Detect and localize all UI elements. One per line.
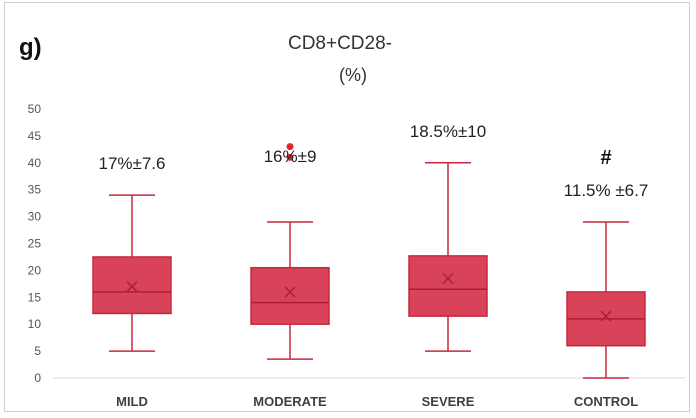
y-tick-label: 45 [28, 129, 42, 143]
box-severe [408, 162, 488, 352]
mean-marker [600, 310, 612, 322]
y-axis: 0 5 10 15 20 25 30 35 40 45 50 [28, 102, 685, 385]
y-tick-label: 35 [28, 183, 42, 197]
annotations: MILD 17%±7.6 MODERATE 16%±9 SEVERE 18.5%±10 CO… [99, 122, 649, 409]
y-tick-label: 25 [28, 237, 42, 251]
stat-annotation: 18.5%±10 [410, 122, 486, 141]
mean-marker [442, 272, 454, 285]
y-tick-label: 15 [28, 290, 42, 304]
y-tick-label: 10 [28, 317, 42, 331]
stat-annotation: 16%±9 [264, 147, 317, 166]
mean-marker [284, 286, 296, 298]
panel-label: g) [19, 34, 42, 61]
iqr-box [408, 255, 488, 317]
outlier-point [286, 153, 294, 161]
y-tick-label: 5 [34, 344, 41, 358]
iqr-box [250, 266, 330, 325]
plot-area [92, 143, 646, 379]
outlier-point [286, 143, 294, 151]
iqr-box [92, 256, 172, 315]
y-tick-label: 40 [28, 156, 42, 170]
y-tick-label: 20 [28, 263, 42, 277]
stat-annotation: 11.5% ±6.7 [564, 181, 649, 200]
y-tick-label: 30 [28, 210, 42, 224]
chart-subtitle: (%) [339, 65, 367, 85]
chart-title: CD8+CD28- [288, 33, 392, 54]
significance-marker: # [600, 147, 611, 169]
chart-frame: g) CD8+CD28- (%) 0 5 10 15 20 25 30 35 40 45 50 MI… [4, 2, 690, 412]
box-control [566, 221, 646, 379]
x-tick-label: MILD [116, 394, 148, 409]
x-tick-label: CONTROL [574, 394, 638, 409]
y-tick-label: 50 [28, 102, 42, 116]
stat-annotation: 17%±7.6 [99, 154, 166, 173]
box-mild [92, 194, 172, 352]
box-plot-chart: g) CD8+CD28- (%) 0 5 10 15 20 25 30 35 40 45 50 MI… [19, 33, 685, 409]
x-tick-label: SEVERE [422, 394, 475, 409]
x-tick-label: MODERATE [253, 394, 327, 409]
y-tick-label: 0 [34, 371, 41, 385]
mean-marker [126, 281, 138, 293]
box-moderate [250, 143, 330, 360]
